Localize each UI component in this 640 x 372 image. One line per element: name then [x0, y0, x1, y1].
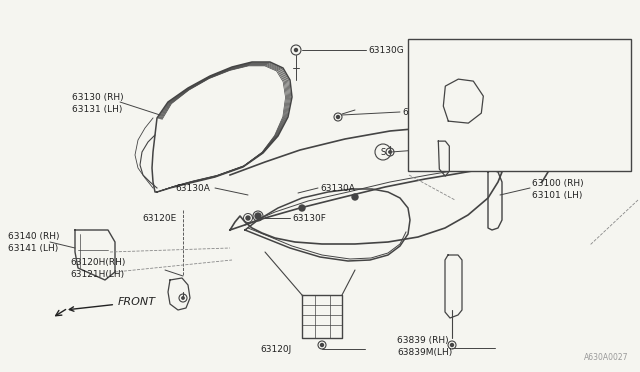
Text: 63101 (LH): 63101 (LH)	[532, 190, 582, 199]
Text: 63130E: 63130E	[402, 108, 436, 116]
Text: 63120H(RH): 63120H(RH)	[70, 259, 125, 267]
Circle shape	[451, 343, 454, 346]
Text: 63130G: 63130G	[368, 45, 404, 55]
Text: 63120J: 63120J	[260, 344, 292, 353]
Circle shape	[246, 216, 250, 220]
Text: 63121H(LH): 63121H(LH)	[70, 270, 124, 279]
Text: A630A0027: A630A0027	[584, 353, 628, 362]
Text: 63839M(LH): 63839M(LH)	[397, 347, 452, 356]
Circle shape	[299, 205, 305, 211]
Circle shape	[321, 343, 323, 346]
Circle shape	[337, 115, 339, 119]
Text: 63831 (LH): 63831 (LH)	[524, 89, 570, 97]
Text: 63130A: 63130A	[417, 149, 449, 158]
Circle shape	[182, 297, 184, 299]
Text: 63120E: 63120E	[142, 214, 176, 222]
Bar	[408, 39, 631, 171]
Text: DP:(FED+CAL): DP:(FED+CAL)	[413, 51, 478, 60]
Text: 63130E: 63130E	[506, 73, 537, 81]
Circle shape	[352, 194, 358, 200]
Circle shape	[294, 48, 298, 51]
Text: 63131 (LH): 63131 (LH)	[72, 105, 122, 113]
Text: 63130 (RH): 63130 (RH)	[72, 93, 124, 102]
Circle shape	[255, 213, 261, 219]
Circle shape	[482, 76, 485, 78]
Text: S: S	[380, 148, 386, 157]
Text: 63130F: 63130F	[292, 214, 326, 222]
Circle shape	[388, 151, 391, 153]
Text: 63140 (RH): 63140 (RH)	[8, 231, 60, 241]
Text: 63130A: 63130A	[175, 183, 210, 192]
Text: 63830(RH): 63830(RH)	[524, 77, 569, 86]
Text: 08363-6125D: 08363-6125D	[447, 144, 511, 153]
Text: 63130A: 63130A	[320, 183, 355, 192]
Text: 63839 (RH): 63839 (RH)	[397, 336, 449, 344]
Text: 63141 (LH): 63141 (LH)	[8, 244, 58, 253]
Text: FRONT: FRONT	[69, 297, 156, 311]
Text: 63100 (RH): 63100 (RH)	[532, 179, 584, 187]
